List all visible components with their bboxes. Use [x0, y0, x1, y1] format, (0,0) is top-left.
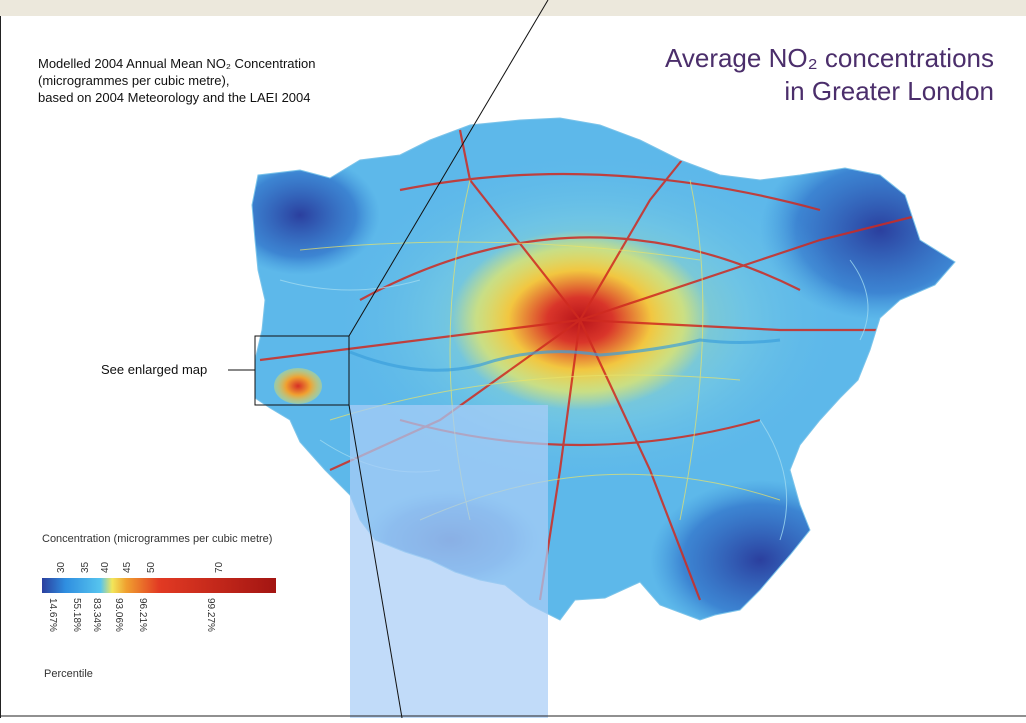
title-line-2: in Greater London	[784, 76, 994, 106]
map-caption: Modelled 2004 Annual Mean NO₂ Concentrat…	[38, 55, 398, 106]
legend-color-bar	[42, 578, 276, 593]
percentile-label: Percentile	[44, 668, 93, 680]
legend-tick: 40	[100, 561, 111, 573]
connector-line-bottom	[348, 404, 403, 719]
legend-title: Concentration (microgrammes per cubic me…	[42, 533, 273, 545]
legend-tick: 35	[80, 561, 91, 573]
title-line-1: Average NO₂ concentrations	[664, 43, 994, 73]
legend-percentile: 99.27%	[205, 598, 216, 632]
legend-percentile: 93.06%	[113, 598, 124, 632]
legend-percentile: 96.21%	[137, 598, 148, 632]
legend-percentile: 55.18%	[71, 598, 82, 632]
page-title: Average NO₂ concentrations in Greater Lo…	[665, 42, 994, 108]
caption-line-3: based on 2004 Meteorology and the LAEI 2…	[38, 90, 311, 105]
legend-percentile: 83.34%	[91, 598, 102, 632]
legend-tick: 45	[122, 561, 133, 573]
legend-tick: 70	[214, 561, 225, 573]
caption-line-2: (microgrammes per cubic metre),	[38, 73, 230, 88]
connector-line-top	[348, 0, 549, 337]
legend-percentile: 14.67%	[47, 598, 58, 632]
caption-line-1: Modelled 2004 Annual Mean NO₂ Concentrat…	[38, 56, 316, 71]
legend-tick: 50	[146, 561, 157, 573]
legend-tick: 30	[56, 561, 67, 573]
enlarged-map-label: See enlarged map	[101, 362, 208, 377]
enlarged-map-panel	[350, 405, 548, 718]
